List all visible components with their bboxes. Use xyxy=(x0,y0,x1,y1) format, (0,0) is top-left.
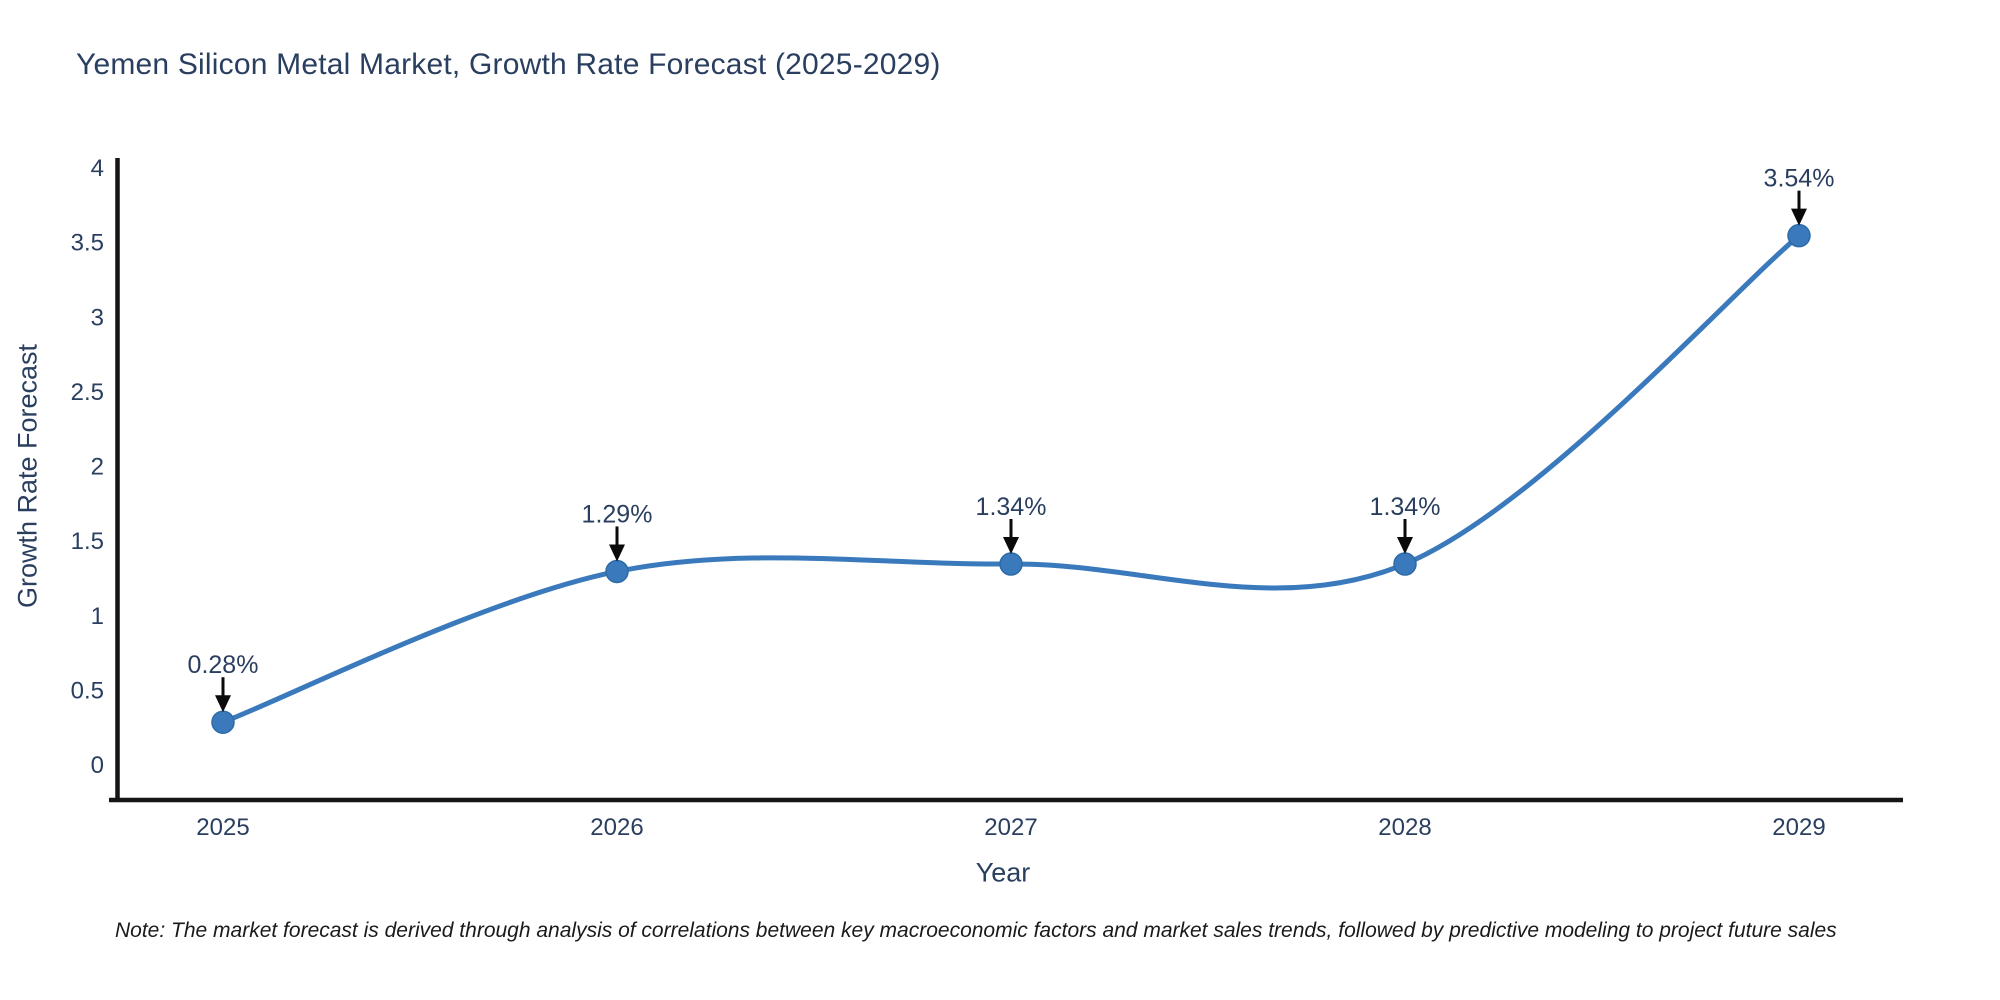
annotation-arrowhead-icon xyxy=(609,544,625,562)
data-point xyxy=(1787,223,1811,248)
annotation-arrowhead-icon xyxy=(1791,208,1807,226)
y-tick-label: 2.5 xyxy=(71,379,104,406)
annotation-arrowhead-icon xyxy=(1003,537,1019,555)
annotation-arrowhead-icon xyxy=(215,695,231,713)
x-axis-title: Year xyxy=(975,857,1031,888)
y-tick-label: 1 xyxy=(91,603,104,630)
x-tick-label: 2026 xyxy=(590,814,643,841)
y-tick-label: 0.5 xyxy=(71,677,104,704)
point-label: 3.54% xyxy=(1764,165,1835,193)
data-point xyxy=(211,710,235,734)
data-point xyxy=(1393,552,1417,576)
point-label: 0.28% xyxy=(188,651,259,679)
y-tick-label: 3.5 xyxy=(71,230,104,257)
chart-title: Yemen Silicon Metal Market, Growth Rate … xyxy=(76,48,941,81)
x-tick-label: 2025 xyxy=(196,814,249,841)
y-tick-label: 0 xyxy=(91,752,104,779)
data-point xyxy=(999,552,1023,576)
x-tick-label: 2028 xyxy=(1378,814,1431,841)
y-tick-label: 3 xyxy=(91,304,104,331)
x-tick-label: 2027 xyxy=(984,814,1037,841)
point-label: 1.34% xyxy=(1370,493,1441,521)
y-tick-label: 4 xyxy=(91,155,104,182)
series-line xyxy=(220,233,1802,725)
x-tick-label: 2029 xyxy=(1772,814,1825,841)
y-tick-label: 1.5 xyxy=(71,528,104,555)
footnote: Note: The market forecast is derived thr… xyxy=(115,919,1837,942)
point-label: 1.29% xyxy=(582,500,653,528)
annotation-arrowhead-icon xyxy=(1397,537,1413,555)
data-point xyxy=(605,559,629,584)
y-tick-label: 2 xyxy=(91,454,104,481)
point-label: 1.34% xyxy=(976,493,1047,521)
y-axis-title: Growth Rate Forecast xyxy=(12,343,43,609)
